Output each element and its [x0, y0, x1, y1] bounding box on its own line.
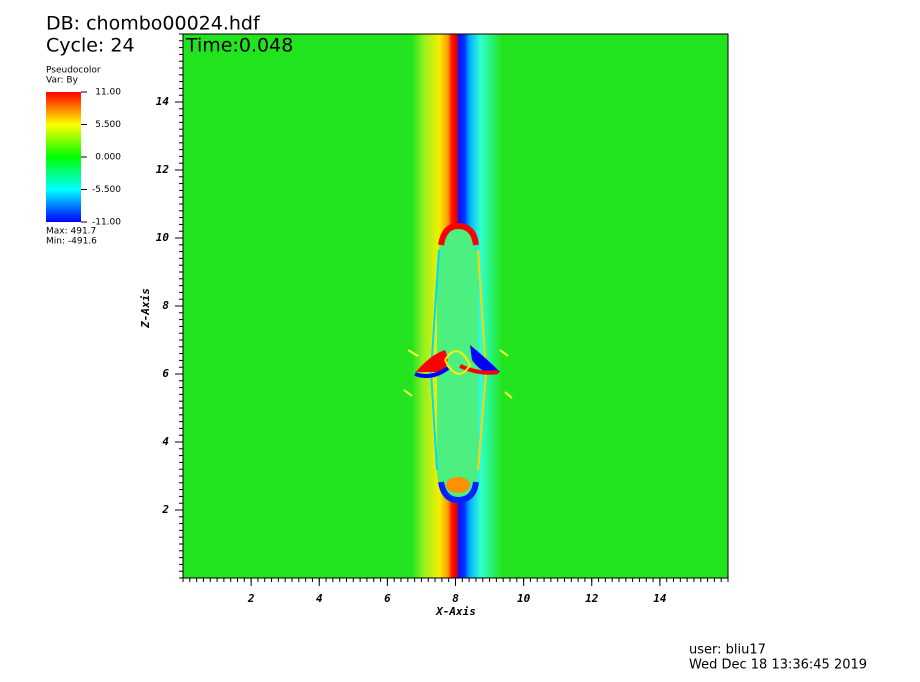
legend-max: Max: 491.7 [46, 227, 96, 237]
time: Time:0.048 [185, 35, 293, 57]
x-tick-label: 12 [585, 592, 599, 605]
colorbar-tick-label: 0.000 [95, 153, 121, 163]
colorbar [46, 92, 81, 222]
y-tick-label: 8 [162, 299, 169, 312]
cycle: Cycle: 24 [46, 35, 135, 57]
date: Wed Dec 18 13:36:45 2019 [689, 658, 867, 673]
y-tick-label: 6 [162, 367, 169, 380]
colorbar-tick-label: 11.00 [95, 88, 121, 98]
center-spray [403, 349, 513, 399]
y-tick-label: 12 [156, 163, 170, 176]
legend-title: Pseudocolor [46, 66, 101, 76]
user: user: bliu17 [689, 643, 766, 658]
y-axis-label: Z-Axis [139, 288, 152, 329]
colorbar-tick-label: -5.500 [92, 185, 121, 195]
x-tick-label: 2 [247, 592, 255, 605]
db-title: DB: chombo00024.hdf [46, 13, 261, 35]
y-tick-label: 4 [162, 435, 169, 448]
x-axis-label: X-Axis [435, 605, 476, 618]
center-blue [470, 345, 500, 374]
colorbar-tick-label: -11.00 [92, 218, 121, 228]
bubble-top [438, 222, 479, 246]
legend-var: Var: By [46, 76, 79, 86]
x-tick-label: 6 [384, 592, 391, 605]
x-tick-label: 10 [517, 592, 531, 605]
field [183, 34, 728, 578]
colorbar-tick-label: 5.500 [95, 120, 121, 130]
x-tick-label: 4 [316, 592, 323, 605]
center-red [416, 350, 448, 372]
y-tick-label: 10 [156, 231, 170, 244]
center-swirl [444, 350, 472, 375]
bubble-core [446, 477, 470, 493]
y-tick-label: 14 [156, 95, 170, 108]
bubble-bottom [438, 481, 479, 504]
x-tick-label: 14 [653, 592, 667, 605]
legend-min: Min: -491.6 [46, 237, 97, 247]
center-red [459, 364, 499, 375]
y-tick-label: 2 [161, 503, 169, 516]
center-blue [414, 366, 450, 378]
x-tick-label: 8 [452, 592, 459, 605]
bubble [437, 228, 478, 498]
